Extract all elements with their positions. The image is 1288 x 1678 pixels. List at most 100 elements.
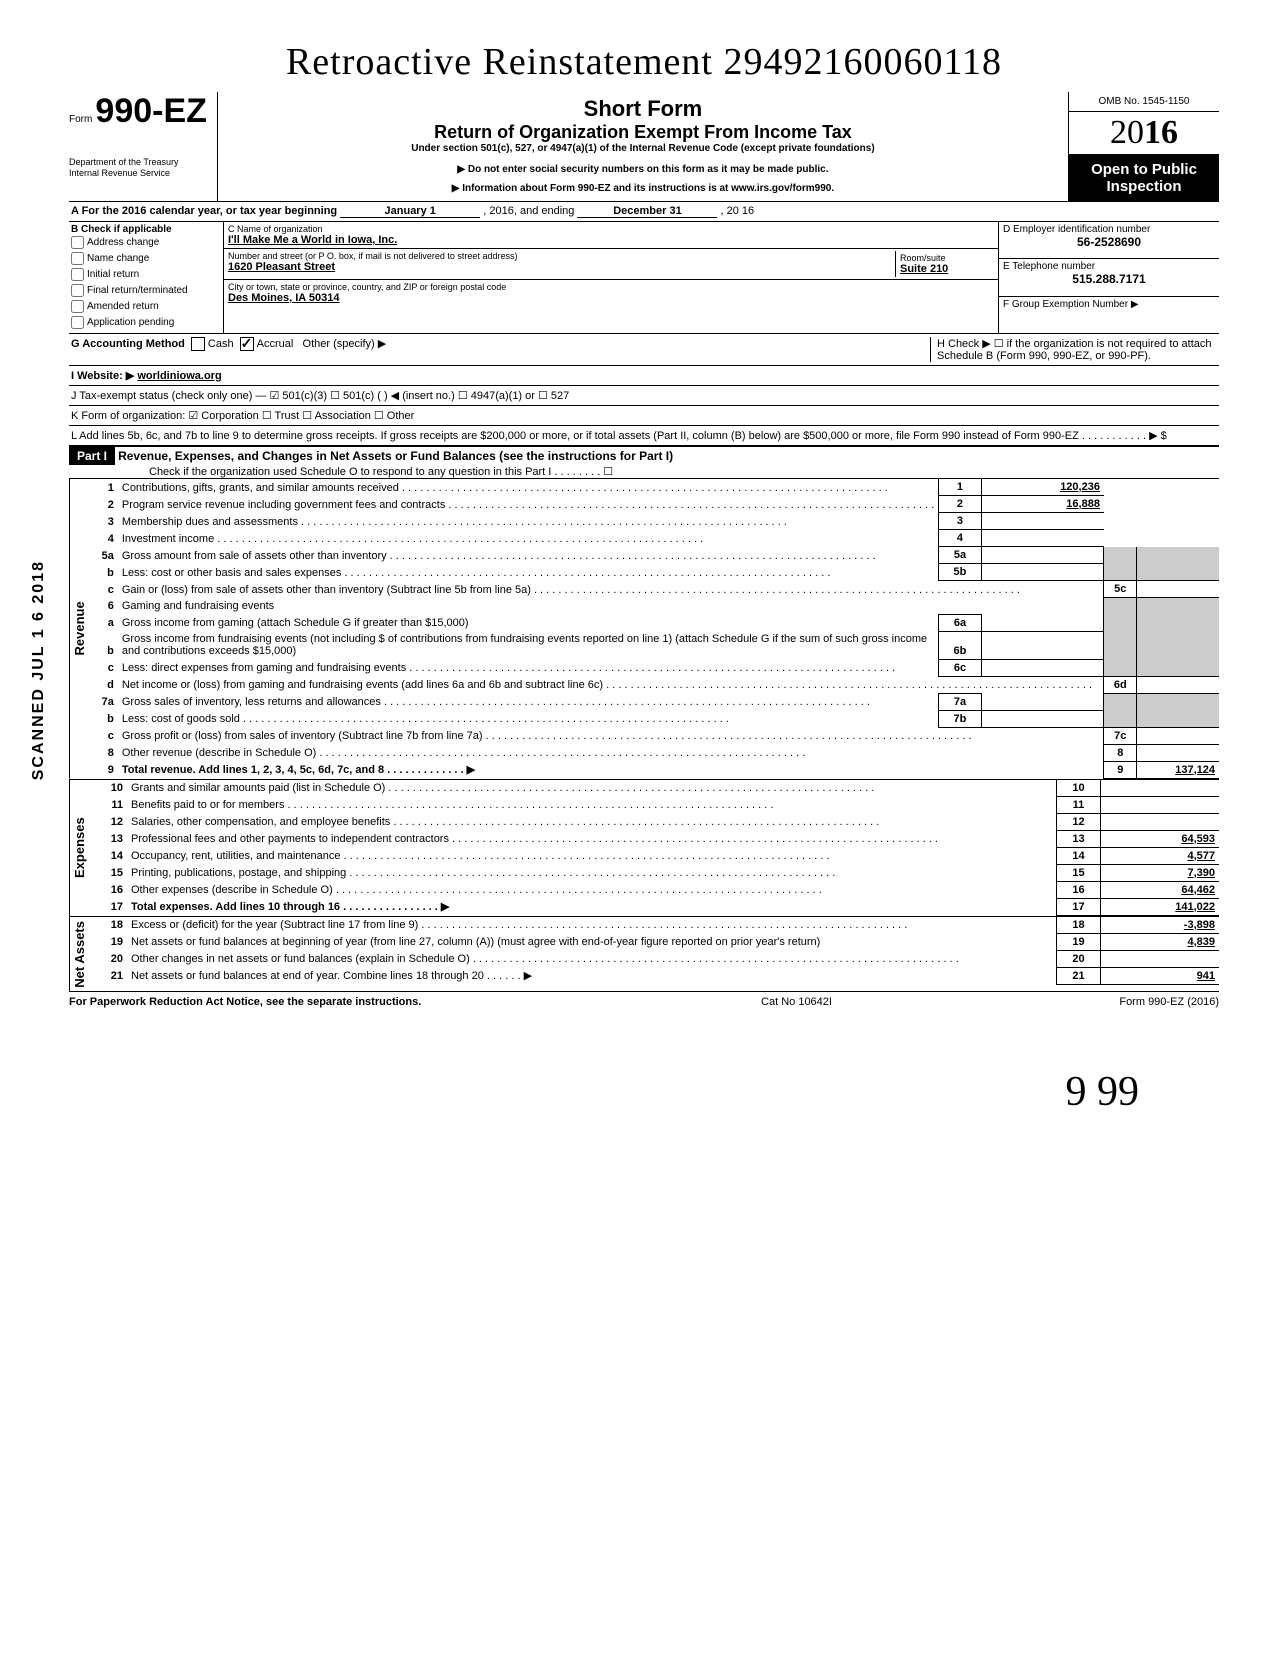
tel-cell: E Telephone number 515.288.7171 xyxy=(999,259,1219,296)
footer-left: For Paperwork Reduction Act Notice, see … xyxy=(69,996,554,1008)
dept2: Internal Revenue Service xyxy=(69,168,207,179)
scanned-stamp: SCANNED JUL 1 6 2018 xyxy=(30,560,48,780)
grp-label: F Group Exemption Number ▶ xyxy=(1003,299,1215,310)
suite-cell: Room/suite Suite 210 xyxy=(895,251,994,277)
col-c: C Name of organization I'll Make Me a Wo… xyxy=(224,222,998,333)
g-cash: Cash xyxy=(208,338,234,350)
addr-label: Number and street (or P O. box, if mail … xyxy=(228,251,895,261)
line-19: 19Net assets or fund balances at beginni… xyxy=(89,933,1219,950)
title-sub: Under section 501(c), 527, or 4947(a)(1)… xyxy=(228,143,1058,154)
line-6b: bGross income from fundraising events (n… xyxy=(89,631,1219,659)
row-g: G Accounting Method Cash Accrual Other (… xyxy=(69,334,1219,366)
chk-initial-return[interactable]: Initial return xyxy=(71,267,221,283)
i-label: I Website: ▶ xyxy=(71,370,134,382)
line-7a: 7aGross sales of inventory, less returns… xyxy=(89,693,1219,710)
part1-title: Revenue, Expenses, and Changes in Net As… xyxy=(118,449,673,463)
h-line: H Check ▶ ☐ if the organization is not r… xyxy=(930,337,1217,362)
line-6d: dNet income or (loss) from gaming and fu… xyxy=(89,676,1219,693)
line-12: 12Salaries, other compensation, and empl… xyxy=(89,813,1219,830)
line-5c: cGain or (loss) from sale of assets othe… xyxy=(89,581,1219,598)
revenue-table: 1Contributions, gifts, grants, and simil… xyxy=(89,479,1219,779)
part1-label: Part I xyxy=(69,447,115,465)
chk-address-change[interactable]: Address change xyxy=(71,235,221,251)
grp-cell: F Group Exemption Number ▶ xyxy=(999,297,1219,333)
row-bcd: B Check if applicable Address change Nam… xyxy=(69,222,1219,334)
right-head: OMB No. 1545-1150 2016 Open to Public In… xyxy=(1068,92,1219,201)
line-5a: 5aGross amount from sale of assets other… xyxy=(89,547,1219,564)
line-10: 10Grants and similar amounts paid (list … xyxy=(89,780,1219,797)
part1-row: Part I Revenue, Expenses, and Changes in… xyxy=(69,446,1219,479)
row-l: L Add lines 5b, 6c, and 7b to line 9 to … xyxy=(69,426,1219,446)
city-value: Des Moines, IA 50314 xyxy=(228,292,994,304)
footer-center: Cat No 10642I xyxy=(554,996,1039,1008)
g-label: G Accounting Method xyxy=(71,338,185,350)
title-note: ▶ Do not enter social security numbers o… xyxy=(228,164,1058,175)
title-main: Return of Organization Exempt From Incom… xyxy=(228,122,1058,143)
line-3: 3Membership dues and assessments3 xyxy=(89,513,1219,530)
line-a-begin: January 1 xyxy=(340,205,480,218)
col-b: B Check if applicable Address change Nam… xyxy=(69,222,224,333)
footer-right: Form 990-EZ (2016) xyxy=(1039,996,1219,1008)
suite-value: Suite 210 xyxy=(900,263,990,275)
col-b-header: B Check if applicable xyxy=(71,224,221,235)
revenue-section: Revenue 1Contributions, gifts, grants, a… xyxy=(69,479,1219,780)
suite-label: Room/suite xyxy=(900,253,990,263)
expenses-table: 10Grants and similar amounts paid (list … xyxy=(89,780,1219,916)
name-value: I'll Make Me a World in Iowa, Inc. xyxy=(228,234,994,246)
line-16: 16Other expenses (describe in Schedule O… xyxy=(89,881,1219,898)
line-6: 6Gaming and fundraising events xyxy=(89,598,1219,615)
ein-cell: D Employer identification number 56-2528… xyxy=(999,222,1219,259)
dept-block: Department of the Treasury Internal Reve… xyxy=(69,157,207,179)
line-a: A For the 2016 calendar year, or tax yea… xyxy=(69,202,1219,222)
chk-amended-return[interactable]: Amended return xyxy=(71,299,221,315)
footer-row: For Paperwork Reduction Act Notice, see … xyxy=(69,992,1219,1008)
cell-city: City or town, state or province, country… xyxy=(224,280,998,306)
line-5b: bLess: cost or other basis and sales exp… xyxy=(89,564,1219,581)
line-4: 4Investment income4 xyxy=(89,530,1219,547)
part1-check: Check if the organization used Schedule … xyxy=(69,465,1219,478)
city-label: City or town, state or province, country… xyxy=(228,282,994,292)
line-9: 9Total revenue. Add lines 1, 2, 3, 4, 5c… xyxy=(89,761,1219,778)
line-6a: aGross income from gaming (attach Schedu… xyxy=(89,614,1219,631)
chk-accrual[interactable] xyxy=(240,337,254,351)
row-k: K Form of organization: ☑ Corporation ☐ … xyxy=(69,406,1219,426)
chk-cash[interactable] xyxy=(191,337,205,351)
side-expenses: Expenses xyxy=(69,780,89,916)
line-8: 8Other revenue (describe in Schedule O)8 xyxy=(89,744,1219,761)
addr-value: 1620 Pleasant Street xyxy=(228,261,895,273)
chk-name-change[interactable]: Name change xyxy=(71,251,221,267)
title-link: ▶ Information about Form 990-EZ and its … xyxy=(228,183,1058,194)
line-a-yr: , 20 16 xyxy=(721,205,755,217)
form-page: Retroactive Reinstatement 29492160060118… xyxy=(69,40,1219,1116)
line-a-mid: , 2016, and ending xyxy=(483,205,574,217)
form-prefix: Form xyxy=(69,114,92,125)
netassets-section: Net Assets 18Excess or (deficit) for the… xyxy=(69,917,1219,993)
line-17: 17Total expenses. Add lines 10 through 1… xyxy=(89,898,1219,915)
title-short: Short Form xyxy=(228,96,1058,122)
line-20: 20Other changes in net assets or fund ba… xyxy=(89,950,1219,967)
k-line: K Form of organization: ☑ Corporation ☐ … xyxy=(71,409,1217,422)
page-number-handwriting: 9 99 xyxy=(69,1068,1219,1116)
tax-year: 2016 xyxy=(1069,112,1219,155)
l-line: L Add lines 5b, 6c, and 7b to line 9 to … xyxy=(71,429,1217,442)
row-i: I Website: ▶ worldiniowa.org xyxy=(69,366,1219,386)
form-id-block: Form 990-EZ Department of the Treasury I… xyxy=(69,92,218,201)
form-number: 990-EZ xyxy=(95,92,207,130)
cell-addr: Number and street (or P O. box, if mail … xyxy=(224,249,998,280)
line-1: 1Contributions, gifts, grants, and simil… xyxy=(89,479,1219,496)
line-21: 21Net assets or fund balances at end of … xyxy=(89,967,1219,984)
line-7b: bLess: cost of goods sold7b xyxy=(89,710,1219,727)
line-13: 13Professional fees and other payments t… xyxy=(89,830,1219,847)
chk-application-pending[interactable]: Application pending xyxy=(71,315,221,331)
line-6c: cLess: direct expenses from gaming and f… xyxy=(89,659,1219,676)
year-bold: 16 xyxy=(1144,114,1178,151)
netassets-table: 18Excess or (deficit) for the year (Subt… xyxy=(89,917,1219,985)
g-other: Other (specify) ▶ xyxy=(303,338,387,350)
dept1: Department of the Treasury xyxy=(69,157,207,168)
line-15: 15Printing, publications, postage, and s… xyxy=(89,864,1219,881)
ein-label: D Employer identification number xyxy=(1003,224,1215,235)
line-2: 2Program service revenue including gover… xyxy=(89,496,1219,513)
cell-name: C Name of organization I'll Make Me a Wo… xyxy=(224,222,998,249)
year-prefix: 20 xyxy=(1110,114,1144,151)
chk-final-return[interactable]: Final return/terminated xyxy=(71,283,221,299)
